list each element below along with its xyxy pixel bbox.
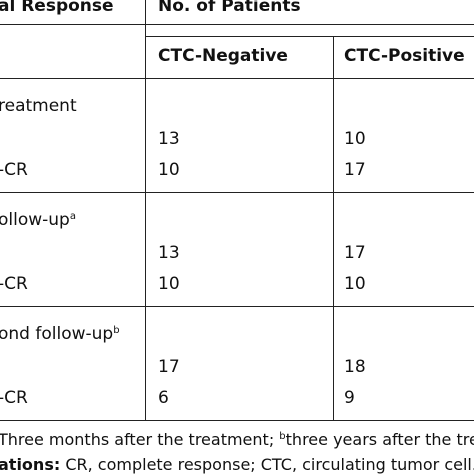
footnote-abbreviations: ations: CR, complete response; CTC, circ… [0, 455, 474, 474]
row-label-non-cr: -CR [0, 388, 28, 408]
group-label-treatment: reatment [0, 96, 77, 116]
cell-neg: 13 [158, 243, 180, 263]
group-label-follow-up: ollow-upa [0, 210, 76, 230]
column-divider-1 [145, 0, 146, 420]
table-bottom-rule [0, 420, 474, 421]
header-ctc-positive: CTC-Positive [344, 46, 465, 66]
row-label-non-cr: -CR [0, 274, 28, 294]
header-patients: No. of Patients [158, 0, 301, 16]
cell-pos: 10 [344, 274, 366, 294]
group-divider-2 [0, 306, 474, 307]
footnote-marker: b [113, 325, 120, 336]
row-label-non-cr: -CR [0, 160, 28, 180]
column-divider-2 [333, 36, 334, 420]
cell-neg: 10 [158, 274, 180, 294]
subheader-rule [145, 36, 474, 37]
group-divider-1 [0, 192, 474, 193]
cell-neg: 10 [158, 160, 180, 180]
header-response: al Response [0, 0, 114, 16]
cell-neg: 6 [158, 388, 169, 408]
cell-neg: 17 [158, 357, 180, 377]
footnote-timing: Three months after the treatment; bthree… [0, 430, 474, 449]
cell-pos: 9 [344, 388, 355, 408]
header-rule [0, 24, 474, 25]
cell-pos: 18 [344, 357, 366, 377]
cell-pos: 17 [344, 243, 366, 263]
cell-neg: 13 [158, 129, 180, 149]
cell-pos: 10 [344, 129, 366, 149]
header-bottom-rule [0, 78, 474, 79]
header-ctc-negative: CTC-Negative [158, 46, 288, 66]
footnote-marker: a [69, 211, 76, 222]
cell-pos: 17 [344, 160, 366, 180]
group-label-second-follow-up: ond follow-upb [0, 324, 120, 344]
